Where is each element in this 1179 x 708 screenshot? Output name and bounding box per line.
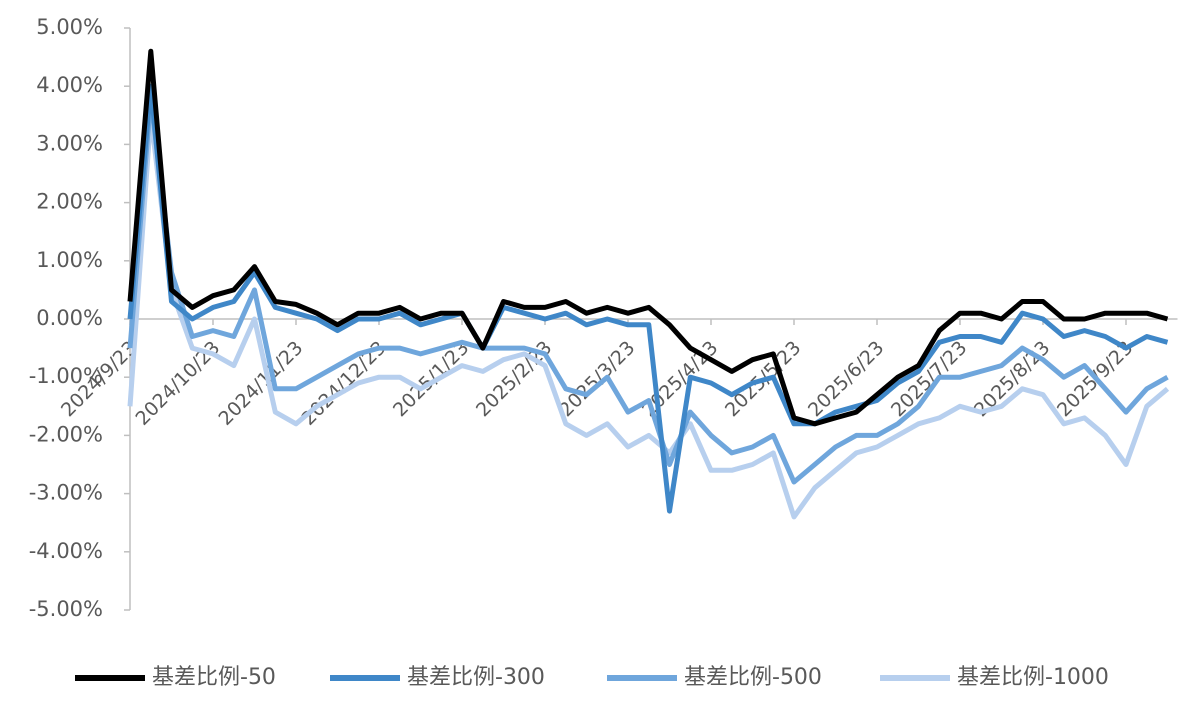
legend-label: 基差比例-50 <box>152 665 276 690</box>
series-line <box>127 48 1169 427</box>
y-tick-label: 0.00% <box>36 306 103 330</box>
legend-label: 基差比例-500 <box>684 665 822 690</box>
y-tick-label: 2.00% <box>36 190 103 214</box>
legend-label: 基差比例-300 <box>407 665 545 690</box>
series-line <box>127 112 1170 520</box>
y-tick-label: -4.00% <box>29 539 103 563</box>
y-tick-label: -2.00% <box>29 422 103 446</box>
y-tick-label: -3.00% <box>29 481 103 505</box>
series-line <box>127 83 1169 514</box>
y-tick-label: -5.00% <box>29 597 103 621</box>
y-tick-label: -1.00% <box>29 364 103 388</box>
x-tick-label: 2025/8/23 <box>970 337 1054 421</box>
y-tick-label: 1.00% <box>36 248 103 272</box>
legend-label: 基差比例-1000 <box>957 665 1109 690</box>
y-tick-label: 5.00% <box>36 15 103 39</box>
y-tick-label: 4.00% <box>36 73 103 97</box>
y-tick-label: 3.00% <box>36 131 103 155</box>
series-line <box>127 95 1169 485</box>
